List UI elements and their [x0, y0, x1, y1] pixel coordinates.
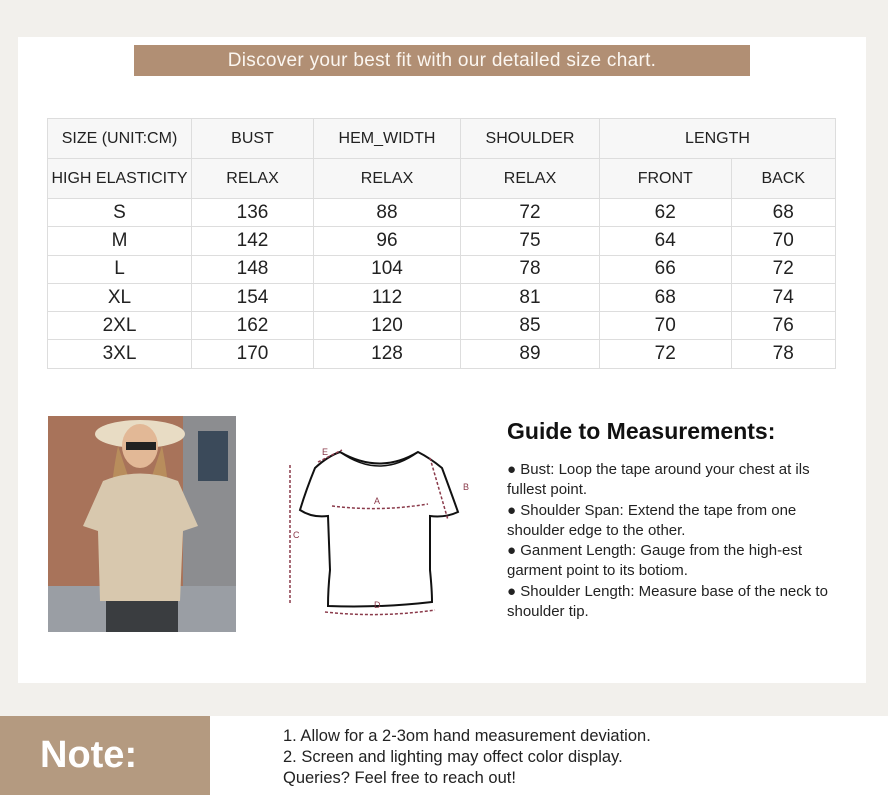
value-cell: 78 — [460, 254, 600, 284]
value-cell: 75 — [460, 226, 600, 256]
size-cell: S — [47, 197, 192, 228]
guide-item-text: Ganment Length: Gauge from the high-est … — [507, 542, 803, 580]
value-cell: 70 — [599, 311, 732, 341]
value-cell: 96 — [313, 226, 461, 256]
subheader-back: BACK — [730, 158, 836, 199]
guide-list: ● Bust: Loop the tape around your chest … — [507, 460, 837, 622]
value-cell: 72 — [599, 339, 732, 369]
guide-item: ● Shoulder Span: Extend the tape from on… — [507, 501, 797, 539]
value-cell: 148 — [191, 254, 314, 284]
guide-item: ● Shoulder Length: Measure base of the n… — [507, 582, 828, 621]
value-cell: 154 — [191, 282, 314, 313]
size-cell: 3XL — [47, 339, 192, 369]
model-photo — [48, 416, 236, 632]
table-row: M 142 96 75 64 70 — [47, 226, 836, 256]
size-cell: L — [47, 254, 192, 284]
size-cell: M — [47, 226, 192, 256]
label-c: C — [293, 530, 300, 540]
value-cell: 104 — [313, 254, 461, 284]
header-bust: BUST — [191, 118, 314, 159]
size-cell: XL — [47, 282, 192, 313]
table-row: S 136 88 72 62 68 — [47, 197, 836, 228]
label-e: E — [322, 447, 328, 457]
guide-item: ● Ganment Length: Gauge from the high-es… — [507, 542, 803, 580]
value-cell: 74 — [730, 282, 836, 313]
header-hem-width: HEM_WIDTH — [313, 118, 461, 159]
subheader: RELAX — [460, 158, 600, 199]
table-row: XL 154 112 81 68 74 — [47, 282, 836, 313]
value-cell: 78 — [730, 339, 836, 369]
value-cell: 162 — [191, 311, 314, 341]
value-cell: 81 — [460, 282, 600, 313]
header-shoulder: SHOULDER — [460, 118, 600, 159]
value-cell: 68 — [599, 282, 732, 313]
value-cell: 142 — [191, 226, 314, 256]
table-row: 2XL 162 120 85 70 76 — [47, 311, 836, 341]
table-row: L 148 104 78 66 72 — [47, 254, 836, 284]
size-chart-table: SIZE (UNIT:CM) BUST HEM_WIDTH SHOULDER L… — [47, 118, 836, 369]
value-cell: 88 — [313, 197, 461, 228]
guide-item-text: Shoulder Span: Extend the tape from one … — [507, 501, 797, 539]
value-cell: 128 — [313, 339, 461, 369]
note-line: Queries? Feel free to reach out! — [283, 769, 516, 787]
header-elasticity: HIGH ELASTICITY — [47, 158, 192, 199]
value-cell: 136 — [191, 197, 314, 228]
guide-item-text: Shoulder Length: Measure base of the nec… — [507, 582, 828, 621]
value-cell: 112 — [313, 282, 461, 313]
value-cell: 85 — [460, 311, 600, 341]
size-cell: 2XL — [47, 311, 192, 341]
table-subheader-row: HIGH ELASTICITY RELAX RELAX RELAX FRONT … — [47, 158, 836, 199]
banner-title: Discover your best fit with our detailed… — [134, 45, 750, 76]
value-cell: 72 — [730, 254, 836, 284]
value-cell: 64 — [599, 226, 732, 256]
value-cell: 120 — [313, 311, 461, 341]
value-cell: 68 — [730, 197, 836, 228]
header-length: LENGTH — [599, 118, 836, 159]
table-header-row: SIZE (UNIT:CM) BUST HEM_WIDTH SHOULDER L… — [47, 118, 836, 159]
value-cell: 89 — [460, 339, 600, 369]
label-b: B — [463, 482, 469, 492]
label-d: D — [374, 600, 381, 610]
guide-item-text: Bust: Loop the tape around your chest at… — [507, 461, 810, 499]
table-row: 3XL 170 128 89 72 78 — [47, 339, 836, 369]
note-label: Note: — [0, 716, 210, 795]
value-cell: 66 — [599, 254, 732, 284]
header-size: SIZE (UNIT:CM) — [47, 118, 192, 159]
value-cell: 70 — [730, 226, 836, 256]
note-lines: 1. Allow for a 2-3om hand measurement de… — [283, 726, 651, 789]
guide-title: Guide to Measurements: — [507, 418, 776, 444]
subheader: RELAX — [191, 158, 314, 199]
subheader-front: FRONT — [599, 158, 732, 199]
note-area — [210, 716, 888, 795]
subheader: RELAX — [313, 158, 461, 199]
note-line: 2. Screen and lighting may offect color … — [283, 748, 623, 766]
value-cell: 76 — [730, 311, 836, 341]
tshirt-measurement-diagram: A B C D E — [280, 440, 480, 620]
guide-item: ● Bust: Loop the tape around your chest … — [507, 461, 810, 499]
value-cell: 72 — [460, 197, 600, 228]
value-cell: 62 — [599, 197, 732, 228]
label-a: A — [374, 496, 380, 506]
value-cell: 170 — [191, 339, 314, 369]
note-line: 1. Allow for a 2-3om hand measurement de… — [283, 727, 651, 745]
